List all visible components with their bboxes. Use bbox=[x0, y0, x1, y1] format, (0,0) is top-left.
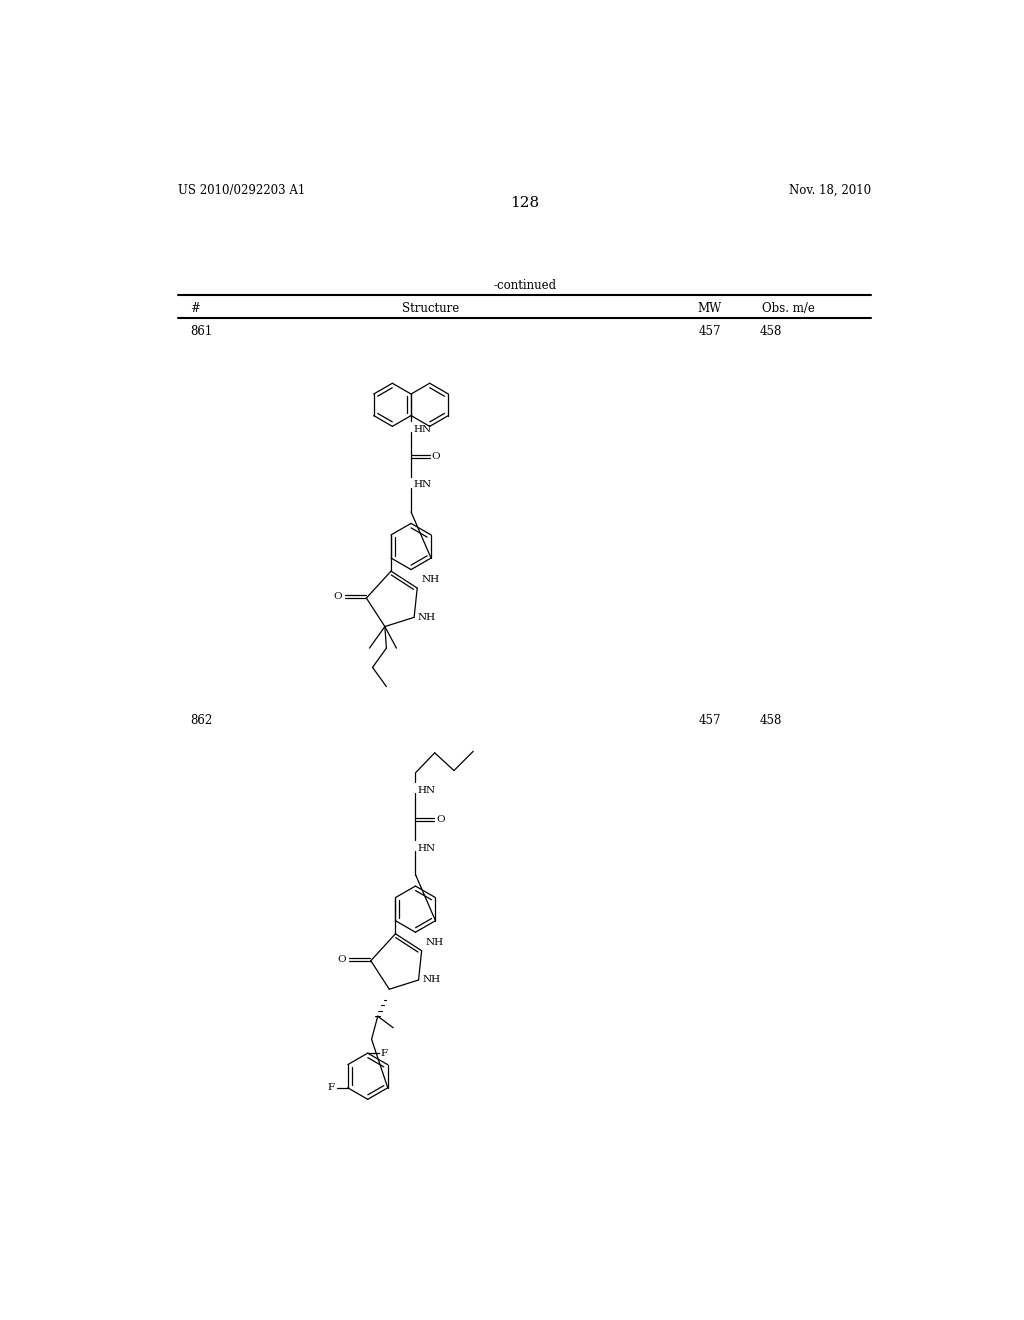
Text: Obs. m/e: Obs. m/e bbox=[762, 302, 815, 315]
Text: HN: HN bbox=[414, 480, 431, 490]
Text: 862: 862 bbox=[189, 714, 212, 727]
Text: 457: 457 bbox=[698, 325, 721, 338]
Text: #: # bbox=[189, 302, 200, 315]
Text: O: O bbox=[432, 451, 440, 461]
Text: US 2010/0292203 A1: US 2010/0292203 A1 bbox=[178, 185, 305, 197]
Text: HN: HN bbox=[414, 425, 431, 434]
Text: -continued: -continued bbox=[494, 279, 556, 292]
Text: Structure: Structure bbox=[402, 302, 460, 315]
Text: NH: NH bbox=[423, 975, 440, 985]
Text: NH: NH bbox=[418, 612, 436, 622]
Text: 458: 458 bbox=[760, 714, 782, 727]
Text: O: O bbox=[333, 593, 342, 601]
Text: 128: 128 bbox=[510, 197, 540, 210]
Text: F: F bbox=[381, 1048, 388, 1057]
Text: 861: 861 bbox=[189, 325, 212, 338]
Text: F: F bbox=[328, 1084, 335, 1092]
Text: O: O bbox=[436, 814, 444, 824]
Text: O: O bbox=[338, 954, 346, 964]
Text: HN: HN bbox=[418, 785, 436, 795]
Text: HN: HN bbox=[418, 843, 436, 853]
Text: 458: 458 bbox=[760, 325, 782, 338]
Text: NH: NH bbox=[426, 939, 443, 946]
Text: Nov. 18, 2010: Nov. 18, 2010 bbox=[790, 185, 871, 197]
Text: MW: MW bbox=[697, 302, 722, 315]
Text: 457: 457 bbox=[698, 714, 721, 727]
Text: NH: NH bbox=[421, 576, 439, 585]
